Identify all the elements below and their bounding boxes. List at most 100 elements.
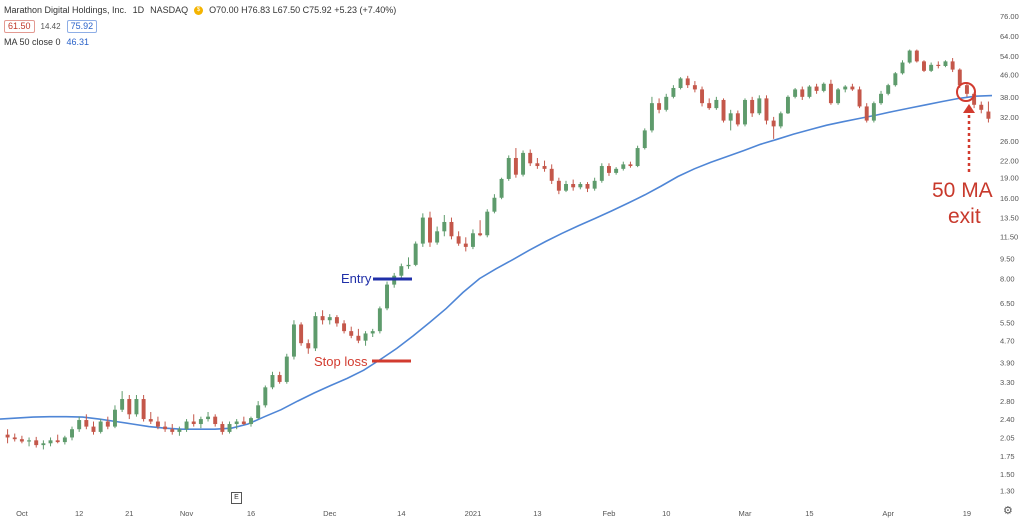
y-tick-label: 9.50: [1000, 255, 1015, 264]
candle-body: [535, 163, 540, 167]
candle-body: [621, 164, 626, 169]
candle-body: [41, 443, 46, 446]
y-tick-label: 3.90: [1000, 358, 1015, 367]
candle: [700, 86, 705, 107]
candle: [363, 331, 368, 346]
candle: [714, 96, 719, 110]
candle-body: [27, 440, 32, 442]
candle: [184, 419, 189, 432]
symbol-name: Marathon Digital Holdings, Inc.: [4, 5, 127, 15]
candle: [757, 95, 762, 116]
x-tick-label: 15: [805, 509, 813, 518]
candle-body: [48, 440, 53, 444]
candle-body: [571, 184, 576, 188]
candle-body: [463, 243, 468, 247]
candle: [234, 419, 239, 430]
candle: [922, 60, 926, 73]
candle-body: [671, 87, 676, 97]
candle-body: [649, 103, 654, 131]
candle-body: [170, 429, 175, 432]
candle-body: [492, 197, 497, 212]
candle-body: [936, 64, 941, 67]
candle: [177, 426, 182, 436]
candle: [628, 161, 633, 168]
candle-body: [814, 86, 819, 91]
candle-body: [263, 387, 268, 406]
candle: [399, 263, 404, 279]
candle-body: [70, 429, 74, 438]
candle: [864, 103, 869, 123]
candle-body: [972, 93, 977, 105]
candle-body: [19, 439, 24, 442]
y-tick-label: 54.00: [1000, 52, 1019, 61]
candle: [549, 164, 554, 185]
candle: [485, 209, 490, 238]
candle: [535, 157, 540, 169]
candle-body: [585, 184, 590, 189]
candle-body: [922, 61, 926, 71]
y-tick-label: 11.50: [1000, 232, 1018, 241]
candle: [277, 371, 282, 384]
candle-series: [5, 49, 991, 450]
candle-body: [750, 99, 755, 114]
candle-body: [914, 50, 919, 62]
ma50-line: [0, 94, 993, 430]
bid-price[interactable]: 61.50: [4, 19, 35, 33]
x-tick-label: Dec: [323, 509, 337, 518]
candle: [893, 72, 898, 87]
candle-body: [406, 264, 411, 267]
candle: [377, 306, 382, 334]
candle: [592, 177, 597, 191]
candle-body: [349, 331, 354, 336]
y-tick-label: 5.50: [1000, 318, 1015, 327]
candle: [84, 414, 89, 430]
stop-loss-label: Stop loss: [314, 354, 368, 369]
candle-body: [198, 419, 203, 425]
y-tick-label: 3.30: [1000, 378, 1015, 387]
candle-body: [692, 85, 697, 90]
candle: [671, 85, 676, 99]
y-tick-label: 4.70: [1000, 337, 1015, 346]
candle: [678, 77, 683, 90]
candle-body: [843, 86, 848, 90]
candle: [578, 182, 583, 190]
candle-body: [886, 85, 891, 94]
candle-body: [850, 86, 855, 90]
ask-price[interactable]: 75.92: [66, 19, 98, 33]
candle: [807, 85, 812, 99]
candle: [370, 328, 375, 337]
candle-body: [678, 78, 683, 88]
candle-body: [628, 164, 633, 167]
candle-body: [241, 421, 246, 425]
candle: [936, 61, 941, 69]
candle-body: [950, 61, 955, 70]
settings-gear-icon[interactable]: ⚙: [1003, 505, 1013, 517]
candle-body: [979, 104, 984, 110]
candle-body: [879, 93, 883, 104]
candle-body: [864, 106, 869, 121]
candle: [821, 82, 826, 93]
candle-body: [964, 85, 969, 94]
candle-body: [642, 130, 647, 149]
candle-body: [556, 180, 561, 191]
candle-body: [793, 89, 798, 97]
ma-label: MA 50 close 0: [4, 37, 61, 47]
candle-body: [836, 89, 841, 104]
candle-body: [771, 120, 776, 127]
candle: [721, 98, 726, 123]
exit-arrow-head: [963, 104, 975, 113]
candle-body: [800, 89, 805, 97]
candle-body: [177, 429, 182, 432]
candle: [979, 101, 984, 114]
interval: 1D: [132, 5, 145, 15]
y-axis: 76.00 64.00 54.00 46.00 38.00 32.00 26.00 22.00…: [1000, 12, 1019, 496]
legend-quote-row: 61.50 14.42 75.92: [4, 18, 402, 34]
candle: [435, 226, 440, 245]
earnings-marker[interactable]: E: [231, 492, 242, 504]
candle: [48, 437, 53, 447]
candle-body: [306, 343, 311, 349]
y-tick-label: 13.50: [1000, 214, 1019, 223]
candle: [91, 421, 96, 435]
candle-body: [442, 221, 447, 232]
